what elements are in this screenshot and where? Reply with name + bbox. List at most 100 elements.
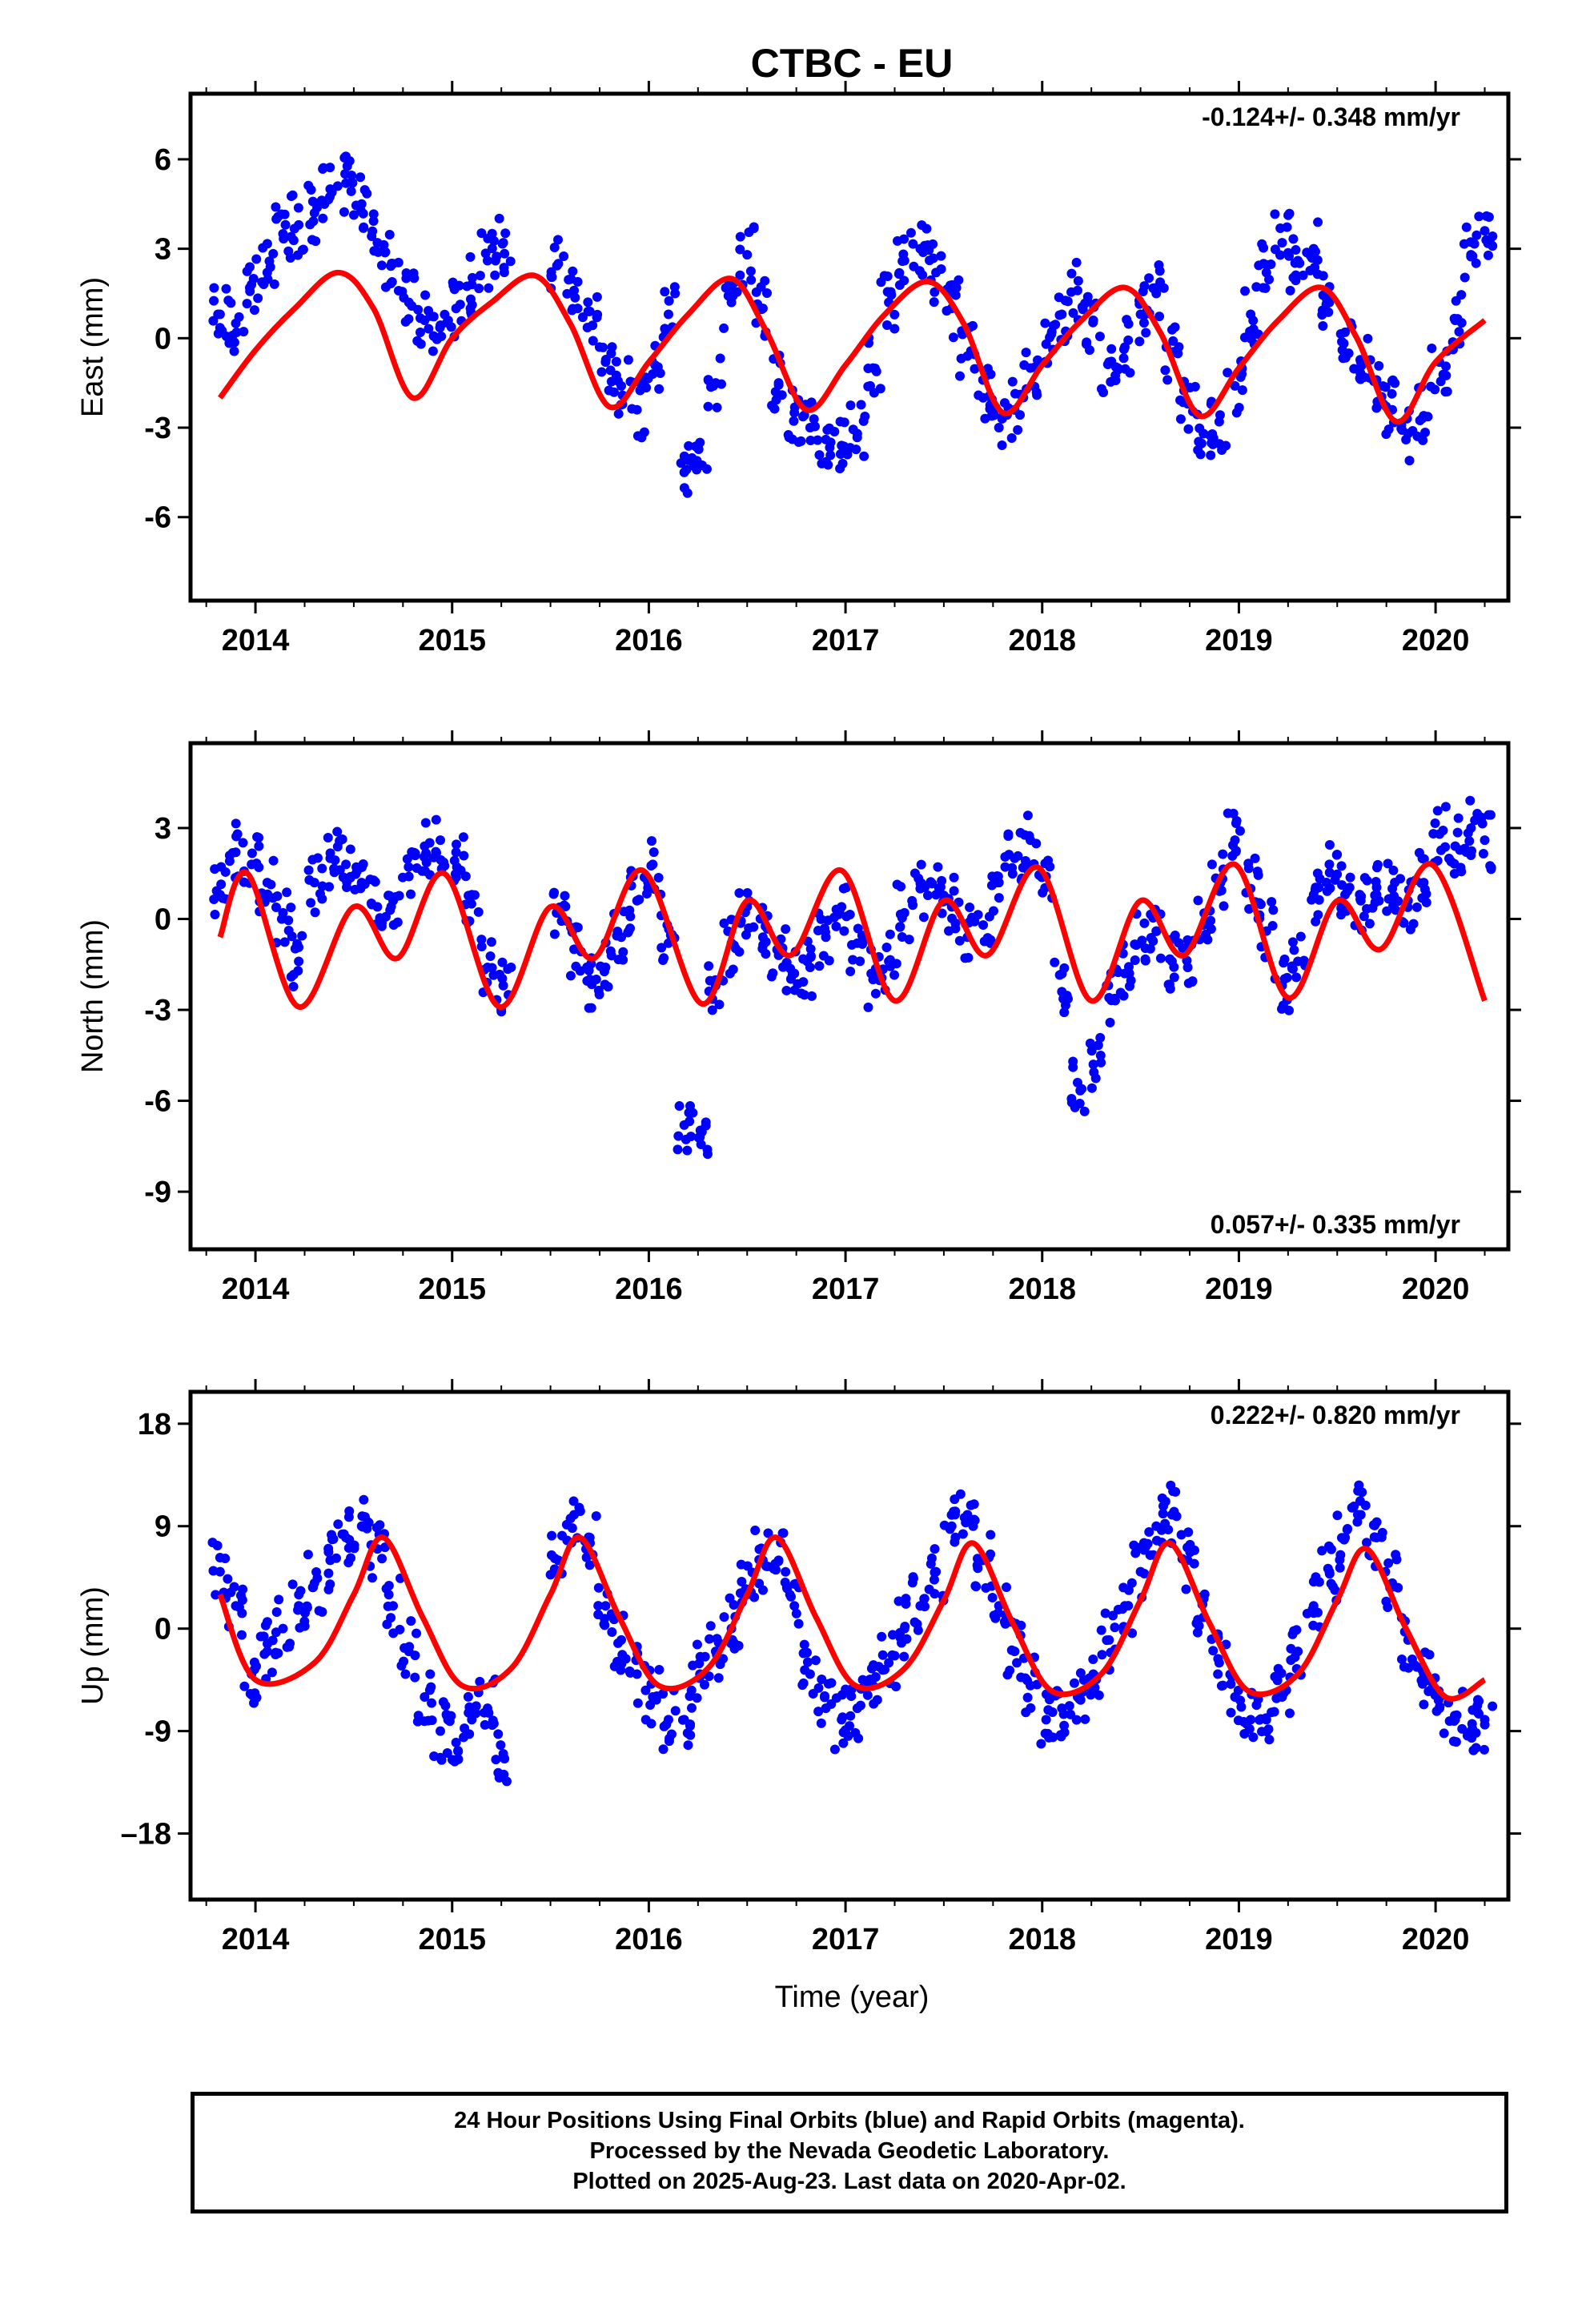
data-point bbox=[575, 1506, 585, 1516]
data-point bbox=[612, 931, 622, 941]
data-point bbox=[500, 248, 510, 259]
data-point bbox=[594, 342, 604, 352]
data-point bbox=[1054, 292, 1064, 303]
data-point bbox=[945, 280, 955, 291]
data-point bbox=[1291, 275, 1301, 286]
data-point bbox=[889, 309, 900, 320]
data-point bbox=[817, 1675, 827, 1685]
data-point bbox=[305, 219, 315, 230]
data-point bbox=[1311, 916, 1321, 927]
data-point bbox=[1239, 1717, 1249, 1727]
data-point bbox=[208, 1566, 219, 1576]
data-point bbox=[1317, 305, 1327, 316]
data-point bbox=[895, 909, 905, 919]
data-point bbox=[1261, 1713, 1271, 1723]
data-point bbox=[853, 923, 863, 934]
data-point bbox=[1277, 238, 1287, 248]
data-point bbox=[1123, 335, 1134, 345]
data-point bbox=[227, 847, 238, 858]
data-point bbox=[1240, 286, 1251, 296]
data-point bbox=[333, 1519, 343, 1530]
data-point bbox=[384, 229, 395, 239]
data-point bbox=[1002, 1582, 1012, 1593]
caption-line-1: 24 Hour Positions Using Final Orbits (bl… bbox=[454, 2108, 1245, 2133]
data-point bbox=[1144, 273, 1154, 283]
data-point bbox=[1139, 1569, 1150, 1579]
data-point bbox=[905, 227, 916, 238]
data-point bbox=[451, 847, 461, 858]
data-point bbox=[293, 203, 303, 213]
data-point bbox=[549, 242, 560, 252]
data-point bbox=[987, 871, 998, 882]
data-point bbox=[898, 249, 909, 259]
data-point bbox=[314, 1606, 324, 1616]
data-point bbox=[348, 210, 359, 220]
y-tick-label: -9 bbox=[144, 1176, 171, 1209]
data-point bbox=[1195, 423, 1205, 433]
data-point bbox=[380, 247, 391, 257]
data-point bbox=[742, 887, 753, 898]
data-point bbox=[224, 338, 235, 348]
data-point bbox=[1404, 456, 1415, 466]
data-point bbox=[877, 1631, 887, 1642]
data-point bbox=[458, 832, 468, 842]
data-point bbox=[679, 483, 689, 493]
data-point bbox=[462, 281, 472, 292]
data-point bbox=[648, 847, 659, 858]
data-point bbox=[435, 323, 445, 333]
data-point bbox=[404, 862, 414, 872]
x-tick-label: 2019 bbox=[1205, 624, 1273, 657]
data-point bbox=[483, 233, 493, 243]
data-point bbox=[1199, 1589, 1210, 1599]
data-point bbox=[728, 964, 738, 975]
data-point bbox=[1427, 343, 1437, 353]
data-point bbox=[282, 887, 292, 898]
data-point bbox=[323, 833, 333, 843]
data-point bbox=[1279, 954, 1290, 964]
x-tick-label: 2018 bbox=[1008, 624, 1076, 657]
data-point bbox=[634, 895, 644, 905]
data-point bbox=[1298, 270, 1308, 280]
data-point bbox=[880, 1664, 890, 1675]
data-point bbox=[974, 390, 984, 400]
data-point bbox=[297, 931, 307, 941]
data-point bbox=[271, 902, 281, 912]
y-tick-label: -6 bbox=[144, 501, 171, 535]
data-point bbox=[800, 1665, 810, 1675]
data-point bbox=[781, 1566, 791, 1577]
data-point bbox=[1144, 1527, 1154, 1538]
data-point bbox=[400, 316, 411, 327]
data-point bbox=[362, 1523, 372, 1534]
data-point bbox=[1168, 1486, 1178, 1497]
data-point bbox=[1349, 1502, 1359, 1512]
data-point bbox=[750, 1526, 761, 1536]
data-point bbox=[312, 203, 323, 213]
data-point bbox=[549, 887, 560, 898]
data-point bbox=[226, 298, 236, 308]
data-point bbox=[1440, 802, 1451, 812]
data-point bbox=[704, 1671, 714, 1682]
data-point bbox=[474, 283, 484, 294]
data-point bbox=[1193, 895, 1203, 906]
data-point bbox=[612, 1638, 623, 1648]
y-tick-label: 6 bbox=[155, 143, 171, 177]
data-point bbox=[1312, 1607, 1323, 1618]
data-point bbox=[798, 977, 809, 987]
data-point bbox=[852, 432, 862, 443]
data-point bbox=[413, 1711, 424, 1721]
data-point bbox=[845, 400, 856, 411]
data-point bbox=[593, 985, 604, 995]
data-point bbox=[289, 223, 299, 234]
data-point bbox=[381, 911, 391, 922]
data-point bbox=[1264, 1735, 1275, 1745]
data-point bbox=[1464, 836, 1475, 846]
data-point bbox=[1313, 217, 1323, 227]
data-point bbox=[1031, 838, 1042, 849]
data-point bbox=[1383, 424, 1394, 435]
data-point bbox=[673, 1131, 684, 1141]
data-point bbox=[346, 186, 356, 196]
data-point bbox=[1323, 1563, 1333, 1574]
data-point bbox=[251, 858, 262, 869]
data-point bbox=[863, 364, 873, 374]
